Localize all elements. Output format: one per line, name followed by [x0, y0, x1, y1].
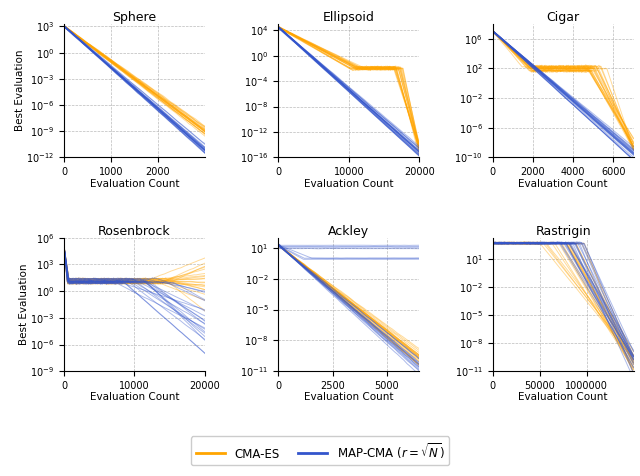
X-axis label: Evaluation Count: Evaluation Count: [90, 178, 179, 188]
X-axis label: Evaluation Count: Evaluation Count: [304, 178, 394, 188]
Title: Sphere: Sphere: [113, 11, 157, 24]
Legend: CMA-ES, MAP-CMA $(r = \sqrt{N})$: CMA-ES, MAP-CMA $(r = \sqrt{N})$: [191, 436, 449, 466]
Title: Ellipsoid: Ellipsoid: [323, 11, 375, 24]
X-axis label: Evaluation Count: Evaluation Count: [518, 392, 608, 402]
Title: Ackley: Ackley: [328, 225, 369, 238]
Title: Rastrigin: Rastrigin: [535, 225, 591, 238]
X-axis label: Evaluation Count: Evaluation Count: [90, 392, 179, 402]
Y-axis label: Best Evaluation: Best Evaluation: [15, 50, 25, 131]
Title: Rosenbrock: Rosenbrock: [98, 225, 171, 238]
Y-axis label: Best Evaluation: Best Evaluation: [19, 264, 29, 345]
X-axis label: Evaluation Count: Evaluation Count: [304, 392, 394, 402]
Title: Cigar: Cigar: [547, 11, 580, 24]
X-axis label: Evaluation Count: Evaluation Count: [518, 178, 608, 188]
